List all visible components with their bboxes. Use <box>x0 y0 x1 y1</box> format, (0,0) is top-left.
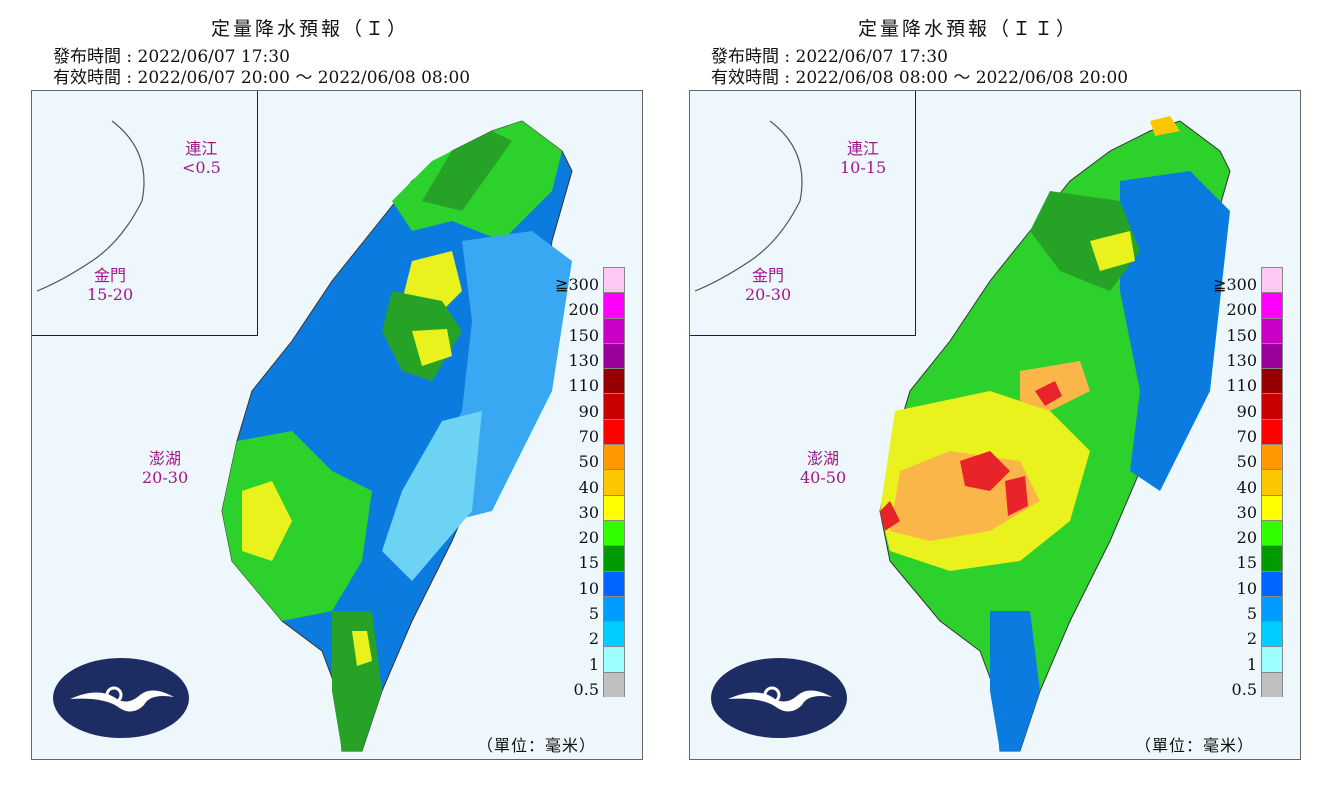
rainfall-legend: ≧300 200 150 130 110 90 70 50 40 30 20 15 10 5 2 1 0.5 <box>555 267 629 699</box>
legend-tick-label: ≧300 <box>1213 275 1257 295</box>
legend-swatch <box>1261 317 1283 343</box>
legend-tick-label: 15 <box>578 553 599 573</box>
legend-tick-label: 70 <box>1236 426 1257 446</box>
legend-swatch <box>603 317 625 343</box>
legend-swatch <box>1261 595 1283 622</box>
outlying-islands-inset: 連江 <0.5 金門 15-20 <box>32 91 258 336</box>
legend-swatch <box>1261 292 1283 318</box>
legend-tick-label: 50 <box>1236 452 1257 472</box>
legend-swatch <box>603 418 625 445</box>
legend-swatch <box>1261 646 1283 672</box>
legend-tick-label: 5 <box>1246 604 1257 624</box>
legend-tick-label: 90 <box>578 401 599 421</box>
issue-time: 發布時間 : 2022/06/07 17:30 <box>53 47 290 67</box>
legend-swatch <box>603 595 625 622</box>
legend-swatch <box>603 342 625 369</box>
legend-tick-label: 10 <box>1236 578 1257 598</box>
legend-swatch <box>603 570 625 596</box>
legend-swatch <box>1261 342 1283 369</box>
cwb-logo-icon <box>53 658 189 738</box>
lienchiang-label: 連江 <0.5 <box>182 139 221 177</box>
legend-swatch <box>1261 545 1283 571</box>
legend-tick-label: 130 <box>1226 351 1257 371</box>
unit-label: （單位：毫米） <box>1135 736 1255 755</box>
legend-tick-label: 2 <box>588 629 599 649</box>
legend-tick-label: 5 <box>588 604 599 624</box>
legend-tick-label: 30 <box>1236 502 1257 522</box>
legend-swatch <box>603 671 625 698</box>
cwb-logo-icon <box>711 658 847 738</box>
rainfall-legend: ≧300 200 150 130 110 90 70 50 40 30 20 15 10 5 2 1 0.5 <box>1213 267 1287 699</box>
outlying-islands-inset: 連江 10-15 金門 20-30 <box>690 91 916 336</box>
legend-swatch <box>1261 368 1283 394</box>
legend-swatch <box>1261 469 1283 495</box>
legend-swatch <box>1261 519 1283 546</box>
legend-tick-label: 1 <box>588 654 599 674</box>
legend-swatch <box>1261 418 1283 445</box>
legend-tick-label: 200 <box>1226 300 1257 320</box>
legend-tick-label: 0.5 <box>1231 679 1257 699</box>
legend-swatch <box>603 444 625 470</box>
taiwan-map <box>879 116 1231 752</box>
legend-tick-label: 40 <box>1236 477 1257 497</box>
legend-tick-label: 50 <box>578 452 599 472</box>
rainfall-map: 連江 <0.5 金門 15-20 澎湖 20-30 ≧300 200 150 130 110 9… <box>31 90 643 760</box>
penghu-label: 澎湖 20-30 <box>142 449 189 487</box>
legend-tick-label: 200 <box>568 300 599 320</box>
legend-tick-label: 2 <box>1246 629 1257 649</box>
legend-swatch <box>1261 393 1283 419</box>
legend-swatch <box>603 267 625 293</box>
penghu-label: 澎湖 40-50 <box>800 449 847 487</box>
legend-swatch <box>603 469 625 495</box>
panel-title: 定量降水預報（ＩＩ） <box>857 18 1078 40</box>
taiwan-map <box>221 120 573 752</box>
legend-swatch <box>603 519 625 546</box>
valid-time: 有效時間 : 2022/06/07 20:00 ～ 2022/06/08 08:… <box>53 68 471 88</box>
issue-time: 發布時間 : 2022/06/07 17:30 <box>711 47 948 67</box>
qpf-panel-2: 定量降水預報（ＩＩ） 發布時間 : 2022/06/07 17:30 有效時間 … <box>668 0 1301 786</box>
kinmen-label: 金門 15-20 <box>87 266 134 304</box>
legend-tick-label: 110 <box>568 376 599 396</box>
legend-swatch <box>603 368 625 394</box>
legend-swatch <box>603 292 625 318</box>
legend-tick-label: 110 <box>1226 376 1257 396</box>
legend-tick-label: 20 <box>1236 528 1257 548</box>
legend-tick-label: 70 <box>578 426 599 446</box>
rainfall-map: 連江 10-15 金門 20-30 澎湖 40-50 ≧300 200 150 130 110… <box>689 90 1301 760</box>
legend-tick-label: 20 <box>578 528 599 548</box>
legend-tick-label: 1 <box>1246 654 1257 674</box>
panel-title: 定量降水預報（Ｉ） <box>210 18 409 40</box>
legend-swatch <box>1261 267 1283 293</box>
lienchiang-label: 連江 10-15 <box>840 139 887 177</box>
legend-tick-label: 90 <box>1236 401 1257 421</box>
legend-swatch <box>1261 444 1283 470</box>
legend-swatch <box>603 393 625 419</box>
legend-tick-label: 10 <box>578 578 599 598</box>
legend-tick-label: 40 <box>578 477 599 497</box>
legend-tick-label: 30 <box>578 502 599 522</box>
legend-swatch <box>1261 671 1283 698</box>
legend-tick-label: 130 <box>568 351 599 371</box>
legend-swatch <box>1261 494 1283 520</box>
legend-swatch <box>603 545 625 571</box>
legend-tick-label: 150 <box>568 325 599 345</box>
legend-tick-label: 0.5 <box>573 679 599 699</box>
legend-tick-label: ≧300 <box>555 275 599 295</box>
legend-tick-label: 150 <box>1226 325 1257 345</box>
legend-tick-label: 15 <box>1236 553 1257 573</box>
legend-swatch <box>603 494 625 520</box>
kinmen-label: 金門 20-30 <box>745 266 792 304</box>
valid-time: 有效時間 : 2022/06/08 08:00 ～ 2022/06/08 20:… <box>711 68 1129 88</box>
legend-swatch <box>1261 621 1283 647</box>
legend-swatch <box>603 646 625 672</box>
legend-swatch <box>1261 570 1283 596</box>
legend-swatch <box>603 621 625 647</box>
qpf-panel-1: 定量降水預報（Ｉ） 發布時間 : 2022/06/07 17:30 有效時間 :… <box>10 0 643 786</box>
unit-label: （單位：毫米） <box>477 736 597 755</box>
